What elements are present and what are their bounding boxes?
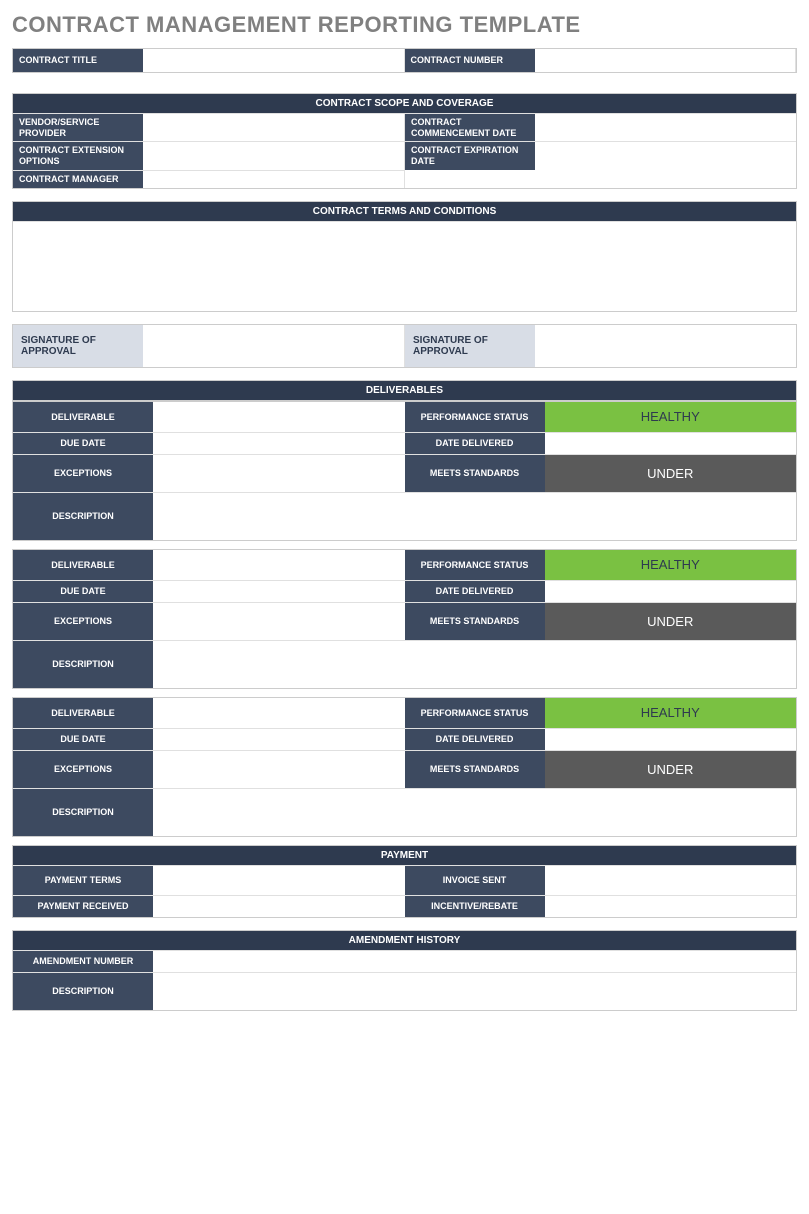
manager-label: CONTRACT MANAGER xyxy=(13,171,143,188)
amendment-description-value[interactable] xyxy=(153,973,796,1010)
manager-value[interactable] xyxy=(143,171,404,188)
performance-status-value[interactable]: HEALTHY xyxy=(545,402,797,432)
vendor-label: VENDOR/SERVICE PROVIDER xyxy=(13,114,143,142)
description-label: DESCRIPTION xyxy=(13,789,153,836)
deliverable-value[interactable] xyxy=(153,698,405,728)
meets-standards-label: MEETS STANDARDS xyxy=(405,603,545,640)
performance-status-label: PERFORMANCE STATUS xyxy=(405,698,545,728)
signature1-value[interactable] xyxy=(143,325,405,367)
payment-header: PAYMENT xyxy=(13,846,796,865)
scope-header: CONTRACT SCOPE AND COVERAGE xyxy=(13,94,796,113)
deliverable-label: DELIVERABLE xyxy=(13,550,153,580)
deliverables-header: DELIVERABLES xyxy=(12,380,797,401)
extension-value[interactable] xyxy=(143,142,405,170)
description-value[interactable] xyxy=(153,641,796,688)
exceptions-value[interactable] xyxy=(153,455,405,492)
terms-body[interactable] xyxy=(13,221,796,311)
page-title: CONTRACT MANAGEMENT REPORTING TEMPLATE xyxy=(12,12,797,38)
signatures-section: SIGNATURE OF APPROVAL SIGNATURE OF APPRO… xyxy=(12,324,797,368)
expiration-value[interactable] xyxy=(535,142,796,170)
deliverable-block: DELIVERABLE PERFORMANCE STATUS HEALTHY D… xyxy=(12,549,797,689)
deliverable-value[interactable] xyxy=(153,402,405,432)
due-date-value[interactable] xyxy=(153,433,405,454)
expiration-label: CONTRACT EXPIRATION DATE xyxy=(405,142,535,170)
deliverable-value[interactable] xyxy=(153,550,405,580)
incentive-rebate-label: INCENTIVE/REBATE xyxy=(405,896,545,917)
due-date-value[interactable] xyxy=(153,581,405,602)
extension-label: CONTRACT EXTENSION OPTIONS xyxy=(13,142,143,170)
amendment-description-label: DESCRIPTION xyxy=(13,973,153,1010)
contract-title-value[interactable] xyxy=(143,49,405,72)
vendor-value[interactable] xyxy=(143,114,405,142)
payment-terms-value[interactable] xyxy=(153,866,405,895)
performance-status-label: PERFORMANCE STATUS xyxy=(405,550,545,580)
meets-standards-label: MEETS STANDARDS xyxy=(405,455,545,492)
contract-number-value[interactable] xyxy=(535,49,797,72)
payment-received-label: PAYMENT RECEIVED xyxy=(13,896,153,917)
date-delivered-value[interactable] xyxy=(545,729,797,750)
deliverable-label: DELIVERABLE xyxy=(13,402,153,432)
commencement-value[interactable] xyxy=(535,114,796,142)
meets-standards-value[interactable]: UNDER xyxy=(545,603,797,640)
amendment-header: AMENDMENT HISTORY xyxy=(13,931,796,950)
due-date-label: DUE DATE xyxy=(13,581,153,602)
date-delivered-label: DATE DELIVERED xyxy=(405,581,545,602)
deliverable-block: DELIVERABLE PERFORMANCE STATUS HEALTHY D… xyxy=(12,401,797,541)
incentive-rebate-value[interactable] xyxy=(545,896,797,917)
exceptions-label: EXCEPTIONS xyxy=(13,603,153,640)
description-value[interactable] xyxy=(153,493,796,540)
commencement-label: CONTRACT COMMENCEMENT DATE xyxy=(405,114,535,142)
payment-received-value[interactable] xyxy=(153,896,405,917)
description-value[interactable] xyxy=(153,789,796,836)
signature1-label: SIGNATURE OF APPROVAL xyxy=(13,325,143,367)
description-label: DESCRIPTION xyxy=(13,641,153,688)
contract-number-label: CONTRACT NUMBER xyxy=(405,49,535,72)
contract-title-label: CONTRACT TITLE xyxy=(13,49,143,72)
performance-status-value[interactable]: HEALTHY xyxy=(545,698,797,728)
deliverable-label: DELIVERABLE xyxy=(13,698,153,728)
due-date-label: DUE DATE xyxy=(13,433,153,454)
exceptions-label: EXCEPTIONS xyxy=(13,751,153,788)
exceptions-label: EXCEPTIONS xyxy=(13,455,153,492)
terms-header: CONTRACT TERMS AND CONDITIONS xyxy=(13,202,796,221)
exceptions-value[interactable] xyxy=(153,603,405,640)
date-delivered-value[interactable] xyxy=(545,581,797,602)
invoice-sent-label: INVOICE SENT xyxy=(405,866,545,895)
meets-standards-value[interactable]: UNDER xyxy=(545,455,797,492)
date-delivered-value[interactable] xyxy=(545,433,797,454)
due-date-label: DUE DATE xyxy=(13,729,153,750)
amendment-number-value[interactable] xyxy=(153,951,796,972)
terms-section: CONTRACT TERMS AND CONDITIONS xyxy=(12,201,797,312)
payment-section: PAYMENT PAYMENT TERMS INVOICE SENT PAYME… xyxy=(12,845,797,918)
invoice-sent-value[interactable] xyxy=(545,866,797,895)
scope-section: CONTRACT SCOPE AND COVERAGE VENDOR/SERVI… xyxy=(12,93,797,189)
contract-id-section: CONTRACT TITLE CONTRACT NUMBER xyxy=(12,48,797,73)
meets-standards-value[interactable]: UNDER xyxy=(545,751,797,788)
date-delivered-label: DATE DELIVERED xyxy=(405,433,545,454)
due-date-value[interactable] xyxy=(153,729,405,750)
amendment-number-label: AMENDMENT NUMBER xyxy=(13,951,153,972)
deliverable-block: DELIVERABLE PERFORMANCE STATUS HEALTHY D… xyxy=(12,697,797,837)
signature2-value[interactable] xyxy=(535,325,796,367)
exceptions-value[interactable] xyxy=(153,751,405,788)
performance-status-value[interactable]: HEALTHY xyxy=(545,550,797,580)
signature2-label: SIGNATURE OF APPROVAL xyxy=(405,325,535,367)
performance-status-label: PERFORMANCE STATUS xyxy=(405,402,545,432)
amendment-section: AMENDMENT HISTORY AMENDMENT NUMBER DESCR… xyxy=(12,930,797,1011)
payment-terms-label: PAYMENT TERMS xyxy=(13,866,153,895)
date-delivered-label: DATE DELIVERED xyxy=(405,729,545,750)
description-label: DESCRIPTION xyxy=(13,493,153,540)
meets-standards-label: MEETS STANDARDS xyxy=(405,751,545,788)
